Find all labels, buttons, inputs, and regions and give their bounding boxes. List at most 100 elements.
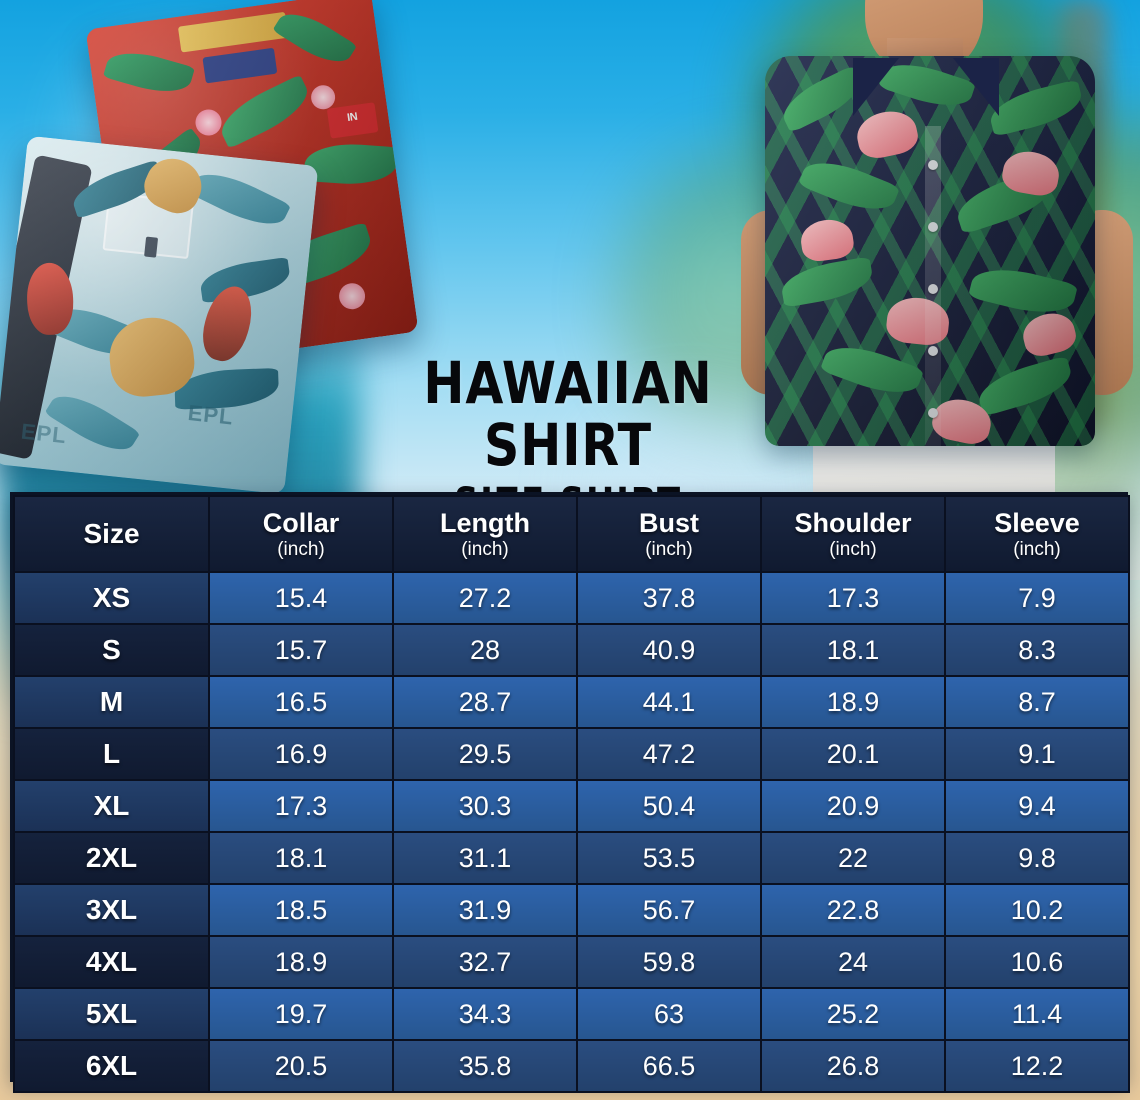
shirt-button — [928, 408, 938, 418]
cell-length: 32.7 — [392, 935, 578, 989]
cell-collar: 18.1 — [208, 831, 394, 885]
cell-length: 30.3 — [392, 779, 578, 833]
cell-size: M — [13, 675, 210, 729]
table-body: XS 15.4 27.2 37.8 17.3 7.9 S 15.7 28 40.9 18.1 8.3 M… — [13, 571, 1130, 1093]
shirt-collar-left — [853, 58, 899, 116]
cell-length: 28.7 — [392, 675, 578, 729]
cell-bust: 44.1 — [576, 675, 762, 729]
table-row: S 15.7 28 40.9 18.1 8.3 — [13, 623, 1130, 677]
cell-length: 31.9 — [392, 883, 578, 937]
cell-size: XS — [13, 571, 210, 625]
cell-bust: 56.7 — [576, 883, 762, 937]
cell-bust: 37.8 — [576, 571, 762, 625]
column-header-label: Size — [83, 518, 140, 549]
column-header-collar: Collar (inch) — [208, 495, 394, 573]
table-row: L 16.9 29.5 47.2 20.1 9.1 — [13, 727, 1130, 781]
cell-sleeve: 9.4 — [944, 779, 1130, 833]
table-row: 2XL 18.1 31.1 53.5 22 9.8 — [13, 831, 1130, 885]
shirt-button — [928, 160, 938, 170]
size-chart-table: Size Collar (inch) Length (inch) Bust (i… — [13, 495, 1130, 1093]
table-row: XL 17.3 30.3 50.4 20.9 9.4 — [13, 779, 1130, 833]
column-header-unit: (inch) — [461, 538, 509, 560]
cell-bust: 66.5 — [576, 1039, 762, 1093]
fabric-shading — [0, 135, 319, 495]
cell-shoulder: 25.2 — [760, 987, 946, 1041]
cell-collar: 18.5 — [208, 883, 394, 937]
column-header-label: Collar — [262, 507, 340, 538]
cell-shoulder: 18.9 — [760, 675, 946, 729]
cell-collar: 18.9 — [208, 935, 394, 989]
cell-size: 2XL — [13, 831, 210, 885]
teal-folded-shirt: EPL EPL — [0, 135, 319, 495]
cell-collar: 15.4 — [208, 571, 394, 625]
page-title: HAWAIIAN SHIRT — [423, 349, 713, 479]
cell-size: L — [13, 727, 210, 781]
cell-length: 28 — [392, 623, 578, 677]
column-header-label: Shoulder — [794, 507, 912, 538]
column-header-label: Length — [440, 507, 530, 538]
cell-length: 35.8 — [392, 1039, 578, 1093]
cell-bust: 63 — [576, 987, 762, 1041]
column-header-length: Length (inch) — [392, 495, 578, 573]
cell-shoulder: 20.1 — [760, 727, 946, 781]
table-row: 3XL 18.5 31.9 56.7 22.8 10.2 — [13, 883, 1130, 937]
table-row: XS 15.4 27.2 37.8 17.3 7.9 — [13, 571, 1130, 625]
header-row: Size Collar (inch) Length (inch) Bust (i… — [13, 495, 1130, 573]
cell-shoulder: 22.8 — [760, 883, 946, 937]
cell-bust: 40.9 — [576, 623, 762, 677]
cell-length: 34.3 — [392, 987, 578, 1041]
cell-bust: 53.5 — [576, 831, 762, 885]
column-header-sleeve: Sleeve (inch) — [944, 495, 1130, 573]
cell-sleeve: 9.8 — [944, 831, 1130, 885]
cell-size: 6XL — [13, 1039, 210, 1093]
cell-collar: 16.9 — [208, 727, 394, 781]
table-header: Size Collar (inch) Length (inch) Bust (i… — [13, 495, 1130, 573]
shirt-collar-right — [953, 58, 999, 116]
cell-collar: 15.7 — [208, 623, 394, 677]
column-header-unit: (inch) — [645, 538, 693, 560]
fabric-shading — [765, 56, 1095, 446]
cell-length: 29.5 — [392, 727, 578, 781]
cell-size: XL — [13, 779, 210, 833]
cell-collar: 19.7 — [208, 987, 394, 1041]
cell-collar: 16.5 — [208, 675, 394, 729]
shirt-button — [928, 222, 938, 232]
cell-shoulder: 20.9 — [760, 779, 946, 833]
cell-sleeve: 10.2 — [944, 883, 1130, 937]
cell-sleeve: 7.9 — [944, 571, 1130, 625]
cell-bust: 47.2 — [576, 727, 762, 781]
cell-size: 5XL — [13, 987, 210, 1041]
column-header-size: Size — [13, 495, 210, 573]
table-row: M 16.5 28.7 44.1 18.9 8.7 — [13, 675, 1130, 729]
size-chart-table-container: Size Collar (inch) Length (inch) Bust (i… — [10, 492, 1130, 1093]
cell-shoulder: 18.1 — [760, 623, 946, 677]
cell-sleeve: 8.7 — [944, 675, 1130, 729]
cell-length: 27.2 — [392, 571, 578, 625]
column-header-bust: Bust (inch) — [576, 495, 762, 573]
cell-shoulder: 17.3 — [760, 571, 946, 625]
column-header-shoulder: Shoulder (inch) — [760, 495, 946, 573]
cell-size: S — [13, 623, 210, 677]
model-photo — [735, 0, 1140, 502]
table-row: 4XL 18.9 32.7 59.8 24 10.6 — [13, 935, 1130, 989]
column-header-label: Bust — [639, 507, 699, 538]
column-header-unit: (inch) — [277, 538, 325, 560]
cell-shoulder: 26.8 — [760, 1039, 946, 1093]
cell-bust: 59.8 — [576, 935, 762, 989]
cell-shoulder: 24 — [760, 935, 946, 989]
cell-bust: 50.4 — [576, 779, 762, 833]
cell-length: 31.1 — [392, 831, 578, 885]
cell-collar: 20.5 — [208, 1039, 394, 1093]
cell-collar: 17.3 — [208, 779, 394, 833]
cell-sleeve: 10.6 — [944, 935, 1130, 989]
cell-sleeve: 11.4 — [944, 987, 1130, 1041]
cell-size: 4XL — [13, 935, 210, 989]
column-header-unit: (inch) — [829, 538, 877, 560]
cell-sleeve: 8.3 — [944, 623, 1130, 677]
cell-sleeve: 12.2 — [944, 1039, 1130, 1093]
column-header-label: Sleeve — [994, 507, 1080, 538]
cell-sleeve: 9.1 — [944, 727, 1130, 781]
cell-size: 3XL — [13, 883, 210, 937]
shirt-button — [928, 346, 938, 356]
